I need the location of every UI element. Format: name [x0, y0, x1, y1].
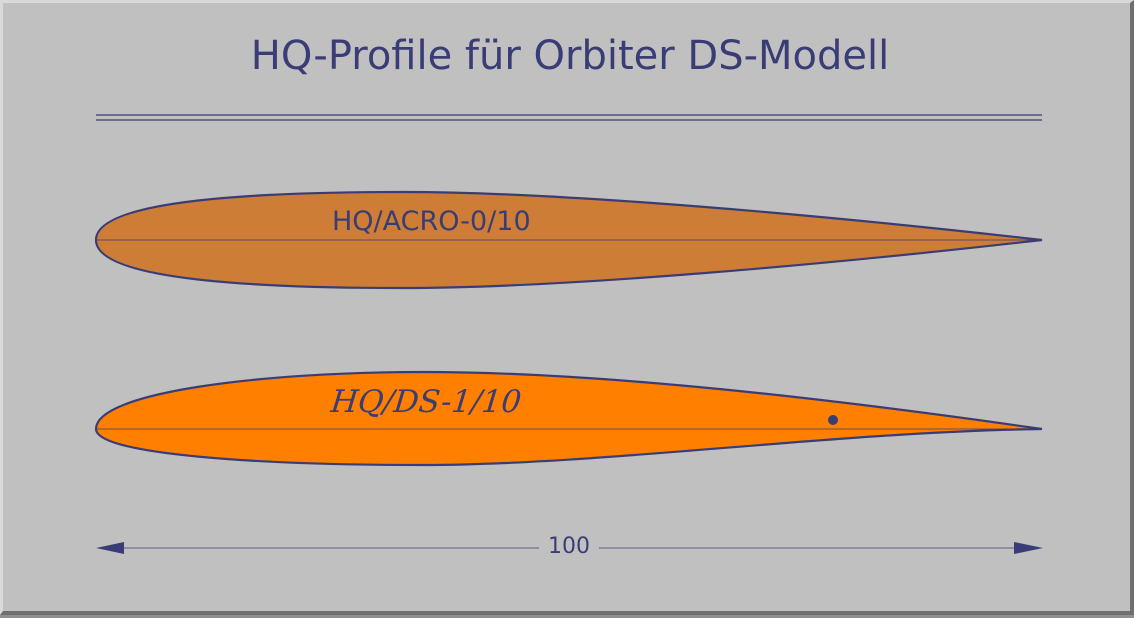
airfoil-ds-marker-dot: [828, 415, 838, 425]
dimension-value: 100: [539, 534, 599, 559]
airfoil-ds-shape: [94, 370, 1043, 467]
dimension-arrow-right-icon: [1014, 542, 1043, 554]
dimension-arrow-left-icon: [96, 542, 124, 554]
airfoil-drawing: [94, 114, 1043, 554]
page-title: HQ-Profile für Orbiter DS-Modell: [250, 33, 890, 79]
profile-label-ds: HQ/DS-1/10: [329, 384, 524, 420]
profile-label-acro: HQ/ACRO-0/10: [332, 206, 531, 237]
